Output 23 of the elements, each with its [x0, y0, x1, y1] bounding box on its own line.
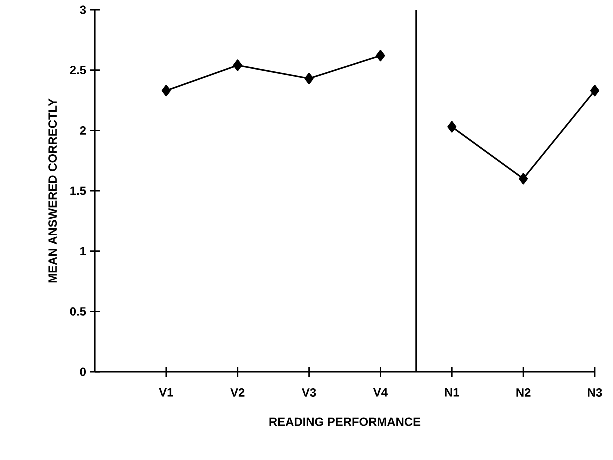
point: [590, 85, 600, 97]
x-tick-label: N2: [516, 388, 531, 397]
point: [448, 121, 457, 133]
x-tick-label: V4: [373, 388, 388, 397]
point: [233, 60, 242, 72]
x-tick-label: V2: [230, 388, 245, 397]
y-tick-label: 0.5: [70, 307, 86, 316]
point: [304, 72, 314, 85]
x-axis-title: READING PERFORMANCE: [270, 418, 421, 426]
point: [376, 50, 386, 62]
point: [519, 173, 528, 185]
y-axis-title: MEAN ANSWERED CORRECTLY: [48, 98, 58, 283]
y-tick-label: 2: [80, 126, 86, 135]
x-tick-label: V3: [302, 388, 316, 397]
y-tick-label: 0: [80, 368, 86, 376]
x-tick-label: V1: [159, 388, 174, 397]
y-tick-label: 3: [80, 6, 86, 14]
point: [162, 85, 171, 97]
y-tick-label: 1: [80, 247, 86, 256]
y-tick-label: 1.5: [70, 186, 86, 196]
y-tick-label: 2.5: [70, 66, 86, 75]
x-tick-label: N1: [445, 388, 460, 397]
x-tick-label: N3: [588, 388, 602, 397]
